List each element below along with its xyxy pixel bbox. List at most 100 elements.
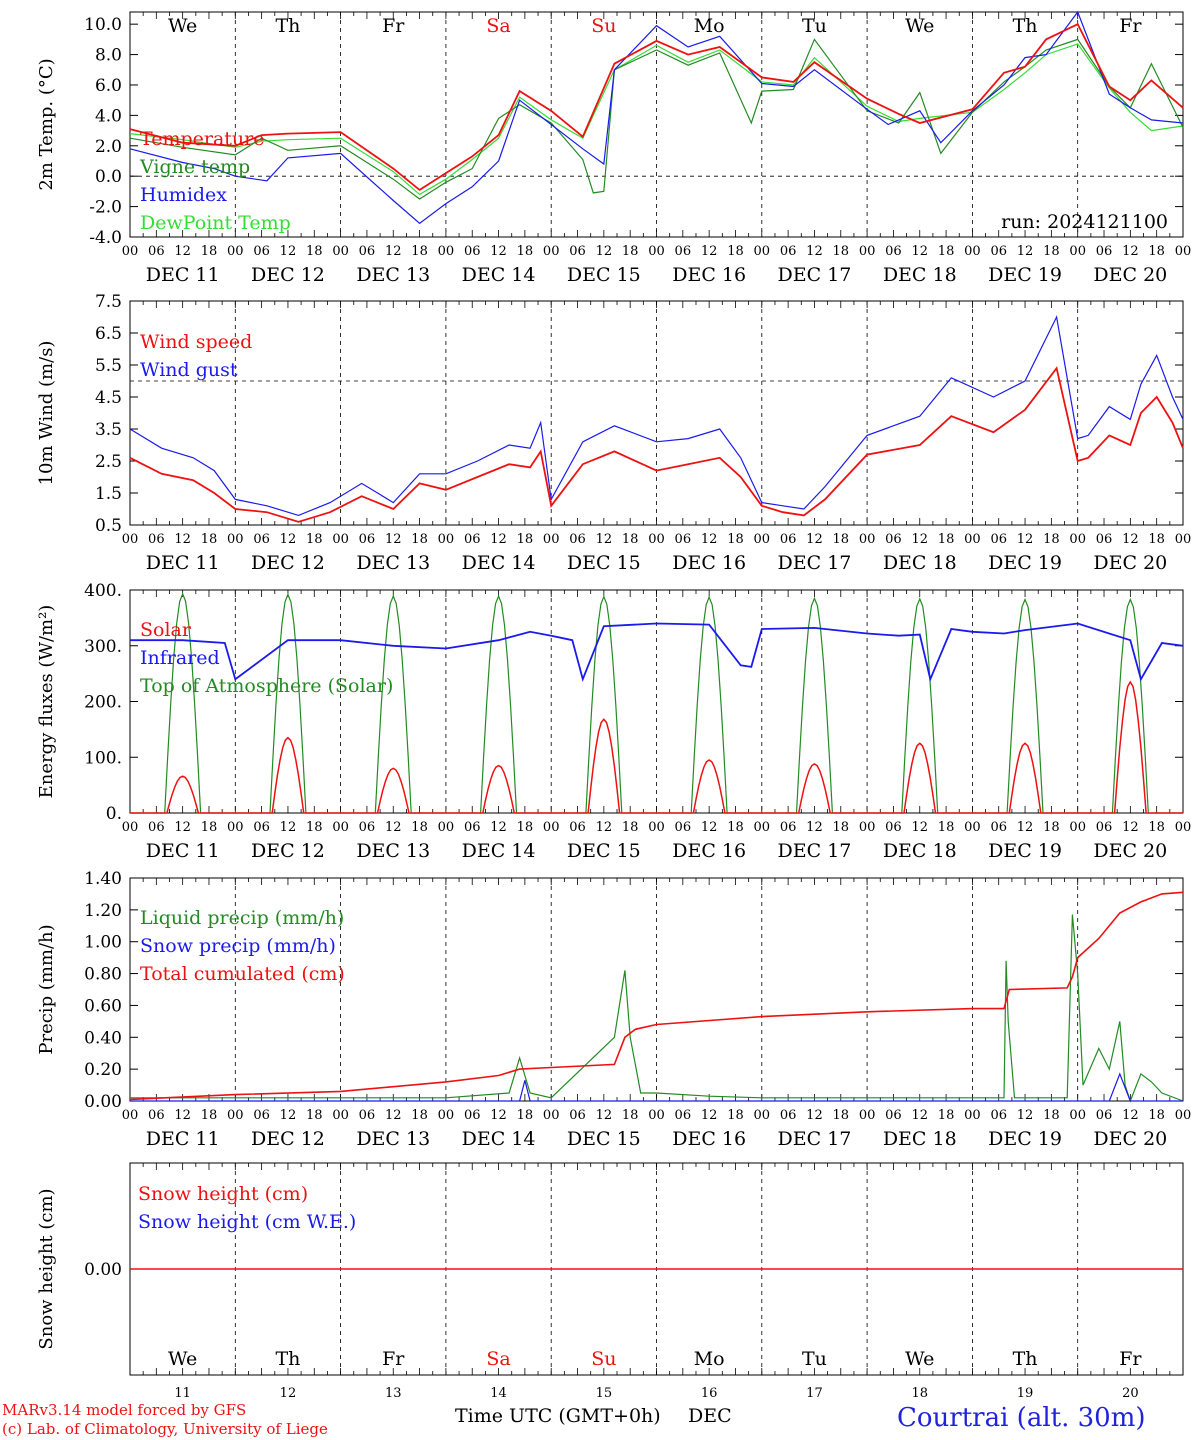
day-number-label: 17 [806,1386,823,1401]
hour-tick-label: 06 [464,532,481,547]
series-line-solar [130,680,1183,814]
hour-tick-label: 18 [306,244,323,259]
y-tick-label: 4.0 [95,106,122,126]
hour-tick-label: 18 [622,1108,639,1123]
hour-tick-label: 18 [517,532,534,547]
hour-tick-label: 00 [227,244,244,259]
weekday-label: Th [1013,1348,1038,1370]
legend-entry: Top of Atmosphere (Solar) [140,675,393,697]
hour-tick-label: 12 [385,532,402,547]
series-line-2 [129,10,1184,225]
hour-tick-label: 12 [596,244,613,259]
day-label: DEC 20 [1093,264,1167,286]
y-axis-label: Snow height (cm) [36,1188,57,1349]
hour-tick-label: 18 [1148,820,1165,835]
hour-tick-label: 18 [833,244,850,259]
hour-tick-label: 12 [280,820,297,835]
hour-tick-label: 00 [859,244,876,259]
hour-tick-label: 18 [1148,532,1165,547]
hour-tick-label: 00 [227,1108,244,1123]
day-label: DEC 12 [251,840,325,862]
hour-tick-label: 18 [411,820,428,835]
day-label: DEC 15 [567,552,641,574]
day-label: DEC 20 [1093,840,1167,862]
hour-tick-label: 12 [1017,244,1034,259]
hour-tick-label: 18 [1148,244,1165,259]
hour-tick-label: 00 [332,532,349,547]
hour-tick-label: 18 [938,244,955,259]
hour-tick-label: 06 [675,244,692,259]
hour-tick-label: 12 [701,820,718,835]
hour-tick-label: 00 [543,820,560,835]
series-line-0 [130,914,1184,1103]
run-annotation: run: 2024121100 [1001,211,1168,233]
day-label: DEC 16 [672,552,746,574]
y-tick-label: 0.0 [95,167,122,187]
day-label: DEC 13 [356,1128,430,1150]
hour-tick-label: 18 [1043,1108,1060,1123]
y-tick-label: 4.5 [95,388,122,408]
hour-tick-label: 18 [727,1108,744,1123]
hour-tick-label: 00 [543,532,560,547]
hour-tick-label: 00 [543,1108,560,1123]
hour-tick-label: 12 [1122,244,1139,259]
y-tick-label: 1.20 [84,901,122,921]
hour-tick-label: 06 [1096,820,1113,835]
hour-tick-label: 12 [806,820,823,835]
day-label: DEC 16 [672,840,746,862]
hour-tick-label: 18 [411,532,428,547]
y-tick-label: 0.00 [84,1260,122,1280]
hour-tick-label: 06 [569,244,586,259]
hour-tick-label: 06 [253,1108,270,1123]
hour-tick-label: 12 [174,532,191,547]
panel-5: 0.00 Snow height (cm) Snow height (cm) Snow… [36,1162,1184,1401]
hour-tick-label: 06 [675,820,692,835]
series-line-3 [129,43,1184,196]
hour-tick-label: 18 [938,532,955,547]
hour-tick-label: 12 [911,244,928,259]
hour-tick-label: 00 [754,1108,771,1123]
day-label: DEC 18 [883,840,957,862]
hour-tick-label: 06 [990,820,1007,835]
hour-tick-label: 00 [438,1108,455,1123]
hour-tick-label: 06 [1096,244,1113,259]
legend-entry: Snow precip (mm/h) [140,935,336,957]
hour-tick-label: 18 [622,244,639,259]
series-line-0 [129,23,1184,192]
hour-tick-label: 06 [464,1108,481,1123]
day-label: DEC 20 [1093,1128,1167,1150]
hour-tick-label: 12 [1017,532,1034,547]
legend-entry: Solar [140,619,192,641]
hour-tick-label: 00 [438,820,455,835]
y-tick-label: 6.0 [95,76,122,96]
hour-tick-label: 00 [859,532,876,547]
hour-tick-label: 18 [411,244,428,259]
hour-tick-label: 06 [885,1108,902,1123]
series-line-infrared [130,622,1184,683]
hour-tick-label: 18 [517,1108,534,1123]
hour-tick-label: 12 [1017,820,1034,835]
hour-tick-label: 00 [964,244,981,259]
y-tick-label: 0.00 [84,1092,122,1112]
hour-tick-label: 06 [464,244,481,259]
hour-tick-label: 18 [1148,1108,1165,1123]
hour-tick-label: 00 [1069,532,1086,547]
hour-tick-label: 06 [148,244,165,259]
day-label: DEC 13 [356,840,430,862]
day-label: DEC 14 [462,264,536,286]
hour-tick-label: 00 [122,820,139,835]
hour-tick-label: 12 [490,820,507,835]
hour-tick-label: 00 [227,532,244,547]
hour-tick-label: 18 [622,820,639,835]
hour-tick-label: 12 [490,1108,507,1123]
y-tick-label: 2.5 [95,452,122,472]
hour-tick-label: 06 [990,244,1007,259]
hour-tick-label: 00 [964,1108,981,1123]
weekday-label: Su [591,15,616,37]
hour-tick-label: 12 [174,1108,191,1123]
hour-tick-label: 06 [464,820,481,835]
panel-4: 00 06 12 18 00 06 12 18 00 06 12 18 00 06 12 18 00 06 12 18… [36,869,1191,1150]
panel-3: 00 06 12 18 00 06 12 18 00 06 12 18 00 06 12 18 00 06 12 18… [36,581,1191,862]
day-label: DEC 11 [146,840,220,862]
day-label: DEC 17 [778,1128,852,1150]
